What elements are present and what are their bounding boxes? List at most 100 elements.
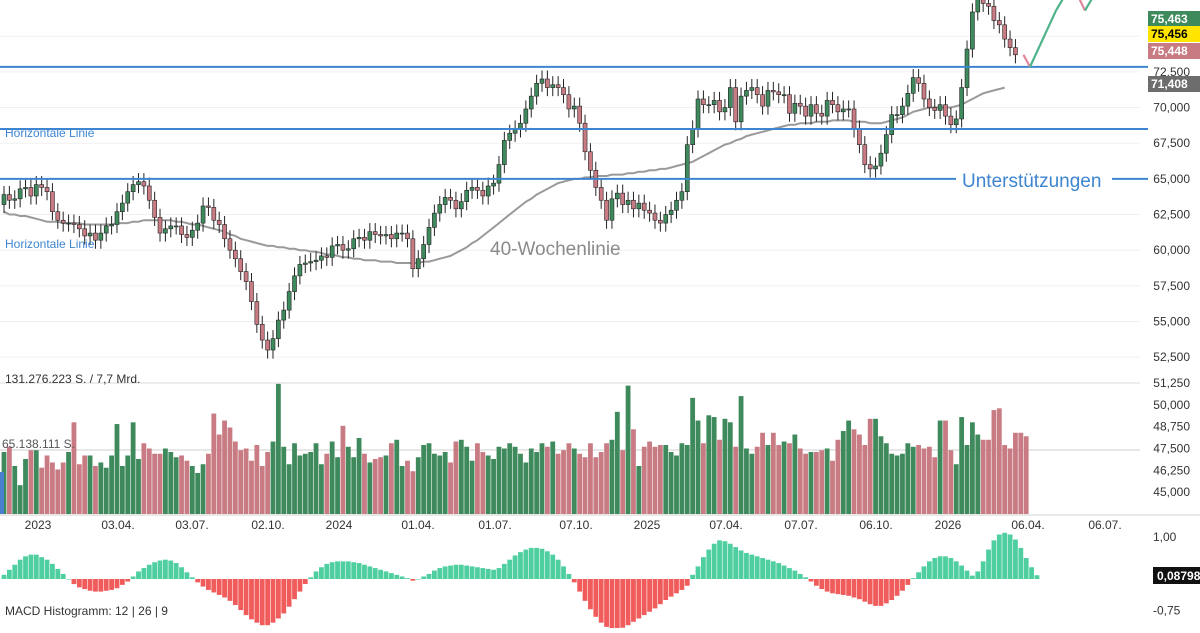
volume-bar: [44, 455, 50, 514]
volume-bar: [932, 457, 938, 514]
volume-bar: [114, 424, 120, 514]
volume-bar: [765, 445, 771, 514]
volume-bar: [679, 443, 685, 514]
macd-bar: [690, 574, 696, 579]
volume-bar: [163, 448, 168, 514]
volume-bar: [943, 420, 948, 514]
macd-bar: [722, 541, 728, 579]
volume-bar: [157, 453, 163, 514]
candle-body: [17, 188, 23, 200]
volume-bar: [50, 462, 55, 514]
volume-bar: [534, 451, 540, 514]
macd-bar: [926, 561, 932, 579]
candle-body: [362, 237, 367, 241]
candle-body: [93, 232, 98, 241]
candle-body: [631, 199, 636, 210]
volume-bar: [388, 443, 394, 514]
volume-bar: [168, 451, 174, 514]
sma-annotation: 40-Wochenlinie: [490, 239, 621, 260]
macd-bar: [292, 579, 297, 600]
macd-bar: [179, 567, 184, 579]
candle-body: [114, 211, 120, 225]
volume-bar: [862, 445, 868, 514]
candles-layer: [1, 0, 1018, 359]
macd-bar: [238, 579, 244, 611]
macd-bar: [93, 579, 98, 592]
volume-bar: [873, 418, 878, 514]
candle-body: [130, 184, 136, 193]
macd-bar: [410, 579, 416, 581]
macd-bar: [657, 579, 663, 605]
macd-bar: [421, 576, 427, 579]
macd-bar: [953, 561, 959, 579]
candle-body: [706, 104, 712, 106]
volume-bar: [28, 450, 34, 514]
macd-bar: [82, 579, 88, 590]
volume-bar: [760, 432, 765, 514]
candle-body: [571, 105, 577, 110]
macd-bar: [813, 579, 819, 586]
candle-body: [7, 194, 12, 201]
volume-bar: [426, 443, 432, 514]
macd-bar: [141, 568, 147, 579]
candle-body: [545, 78, 550, 88]
projection-segment: [1022, 54, 1031, 68]
candle-body: [265, 339, 270, 351]
candle-body: [1002, 24, 1007, 40]
macd-bar: [39, 557, 45, 579]
macd-bar: [991, 540, 997, 579]
candle-body: [528, 95, 534, 110]
volume-bar: [695, 420, 701, 514]
candle-body: [378, 234, 383, 237]
price-badge-text: 71,408: [1151, 77, 1188, 91]
candle-body: [399, 232, 405, 235]
macd-bar: [281, 579, 287, 614]
macd-layer: [1, 532, 1040, 630]
macd-bar: [561, 566, 566, 579]
candle-body: [867, 164, 873, 170]
volume-bar: [1018, 432, 1024, 514]
candle-body: [120, 202, 125, 212]
volume-bar: [66, 451, 71, 514]
candle-body: [136, 181, 141, 185]
volume-bar: [464, 446, 470, 514]
axes-layer: 52,500 55,000 57,500 60,000 62,500 65,000 67,5…: [25, 29, 1191, 617]
volume-bar: [604, 443, 609, 514]
macd-bar: [528, 547, 534, 579]
volume-bar: [6, 446, 12, 514]
candle-body: [749, 87, 755, 91]
volume-bar: [340, 425, 346, 514]
volume-bar: [469, 460, 475, 514]
candle-body: [830, 100, 835, 105]
macd-bar: [249, 579, 254, 620]
macd-bar: [163, 559, 168, 579]
macd-bar: [534, 547, 540, 579]
macd-bar: [830, 579, 835, 594]
volume-bar: [351, 457, 357, 514]
candle-body: [819, 112, 825, 117]
macd-bar: [937, 556, 943, 579]
macd-bar: [986, 549, 991, 579]
macd-bar: [932, 558, 938, 579]
macd-bar: [631, 579, 636, 622]
volume-bar: [125, 455, 131, 514]
volume-bar: [566, 443, 572, 514]
macd-bar: [1013, 539, 1018, 579]
macd-bar: [916, 572, 921, 579]
price-badge: [1148, 43, 1200, 59]
macd-bar: [367, 566, 373, 579]
volume-bar: [442, 451, 448, 514]
candle-body: [604, 199, 609, 221]
volume-bar: [857, 434, 862, 514]
candle-body: [738, 95, 744, 123]
volume-bar: [555, 453, 561, 514]
candle-body: [824, 100, 830, 117]
macd-bar: [835, 579, 841, 595]
candle-body: [77, 224, 82, 230]
candle-body: [668, 209, 674, 215]
volume-bar: [518, 453, 523, 514]
volume-bar: [690, 397, 696, 514]
candle-body: [889, 114, 895, 135]
candle-body: [464, 189, 469, 202]
